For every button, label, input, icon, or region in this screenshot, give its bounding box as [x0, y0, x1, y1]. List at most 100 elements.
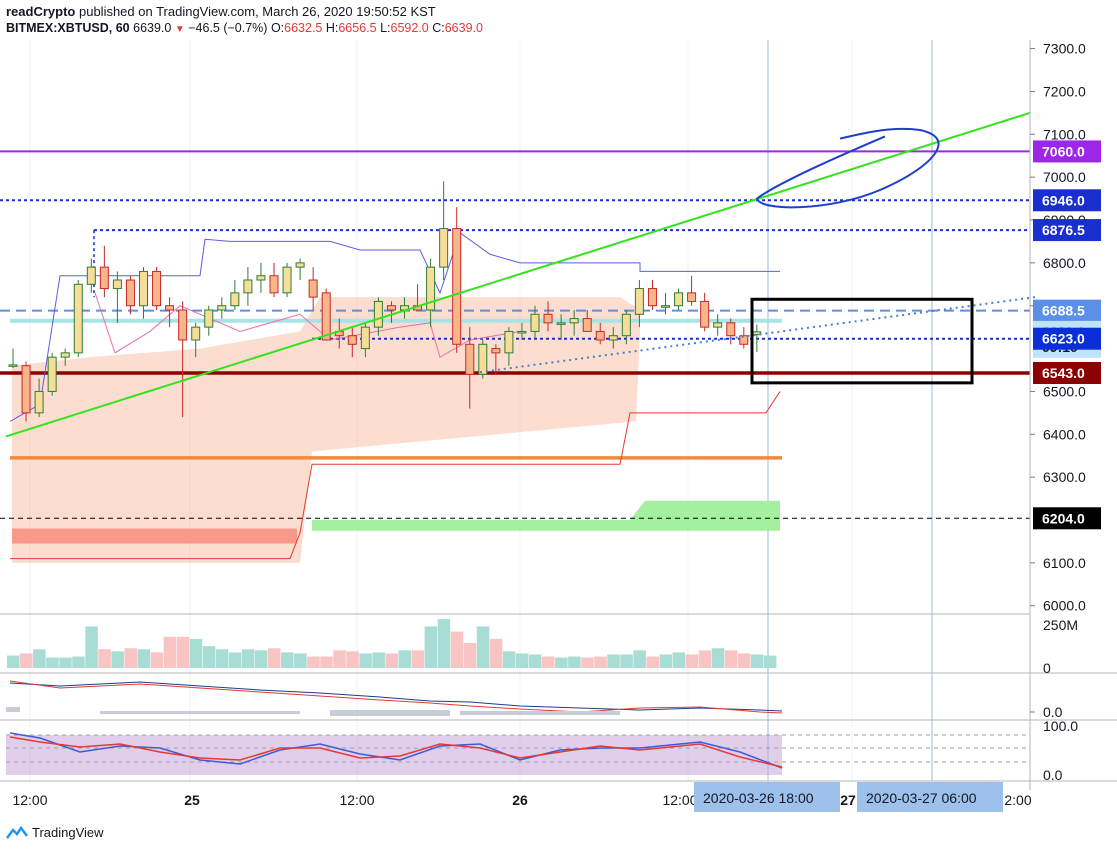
hand-drawn-ellipse: [755, 127, 940, 209]
price-label: 6688.5: [1042, 303, 1085, 319]
volume-bar: [320, 656, 333, 668]
volume-pane: 250M 0: [7, 617, 1078, 676]
y-tick-label: 6000.0: [1043, 598, 1086, 614]
volume-bar: [555, 657, 568, 668]
price-label-bg: [1033, 299, 1101, 322]
volume-bar: [529, 654, 542, 668]
down-arrow-icon: ▼: [174, 24, 185, 35]
candle-body: [139, 270, 148, 307]
volume-bar: [307, 656, 320, 668]
published-text: published on TradingView.com, March 26, …: [78, 4, 436, 19]
rsi-pane: 100.0 0.0: [6, 718, 1078, 783]
candle-body: [621, 313, 631, 337]
candle-body: [504, 330, 514, 354]
volume-bar: [620, 654, 633, 668]
x-tick-label: 25: [184, 792, 200, 808]
candle-body: [543, 313, 553, 324]
volume-bar: [398, 650, 411, 668]
macd-histogram: [460, 711, 620, 715]
price-label: 6946.0: [1042, 192, 1085, 208]
candle-body: [582, 318, 592, 332]
candle-body: [478, 343, 488, 375]
symbol-label[interactable]: BITMEX:XBTUSD, 60: [6, 21, 130, 35]
crosshair-time-label: 2020-03-26 18:00: [703, 790, 814, 806]
candle-body: [21, 365, 31, 414]
candle-body: [243, 279, 253, 294]
volume-bar: [137, 649, 150, 668]
high-label: H:: [325, 21, 339, 35]
candle-body: [439, 228, 449, 268]
price-label-bg: [1033, 507, 1101, 530]
volume-bar: [489, 638, 503, 668]
macd-line: [9, 681, 783, 712]
candle-body: [739, 335, 749, 345]
x-tick-label: 12:00: [662, 792, 697, 808]
volume-bar: [346, 651, 359, 668]
macd-zero-label: 0.0: [1043, 704, 1063, 720]
candle-body: [282, 266, 292, 294]
candle-body: [34, 390, 44, 414]
candle-body: [491, 348, 501, 354]
volume-bar: [411, 650, 425, 668]
rsi-lower-label: 0.0: [1043, 767, 1063, 783]
candle-body: [347, 335, 357, 345]
low-value: 6592.0: [390, 21, 429, 35]
volume-bar: [46, 657, 59, 668]
candle-body: [674, 292, 684, 307]
volume-bar: [711, 648, 725, 668]
volume-bar: [124, 648, 137, 668]
y-tick-label: 6400.0: [1043, 426, 1086, 442]
candle-body: [321, 292, 331, 341]
black-box-highlight: [750, 297, 974, 385]
macd-pane: 0.0: [6, 680, 1063, 720]
candle-body: [165, 305, 175, 311]
volume-bar: [202, 646, 216, 668]
candle-body: [360, 326, 370, 350]
volume-bar: [672, 652, 686, 668]
crosshair-time-bg: [694, 782, 840, 812]
candle-body: [60, 352, 70, 358]
volume-bar: [372, 652, 385, 668]
tradingview-logo-icon: [6, 825, 28, 839]
y-tick-label: 6100.0: [1043, 555, 1086, 571]
volume-bar: [594, 656, 607, 668]
candle-body: [634, 288, 644, 315]
volume-bar: [85, 626, 98, 668]
price-label: 6204.0: [1042, 510, 1085, 526]
signal-line: [9, 680, 783, 714]
tradingview-footer[interactable]: TradingView: [6, 825, 104, 840]
candle-body: [465, 343, 475, 375]
volume-bar: [463, 643, 477, 668]
volume-bar: [72, 656, 85, 668]
volume-bar: [542, 656, 555, 668]
volume-bar: [633, 650, 646, 668]
volume-bar: [215, 649, 229, 668]
candle-body: [726, 322, 736, 337]
volume-bar: [424, 626, 438, 668]
volume-bar: [568, 656, 581, 668]
volume-bar: [502, 651, 516, 668]
candle-body: [191, 326, 201, 341]
volume-bar: [254, 650, 268, 668]
price-label-bg: [1033, 327, 1101, 350]
candle-body: [217, 305, 227, 311]
candle-body: [530, 313, 540, 332]
volume-bar: [189, 638, 203, 668]
macd-histogram: [100, 711, 300, 714]
open-value: 6632.5: [284, 21, 323, 35]
volume-bar: [437, 619, 451, 668]
volume-bar: [150, 652, 164, 668]
volume-bar: [7, 655, 20, 668]
author-name[interactable]: readCrypto: [6, 4, 76, 19]
candle-body: [295, 262, 305, 268]
y-tick-label: 6500.0: [1043, 383, 1086, 399]
y-tick-label: 7000.0: [1043, 169, 1086, 185]
candle-body: [373, 300, 383, 328]
footer-brand: TradingView: [32, 825, 104, 840]
price-label-bg: [1033, 189, 1101, 212]
cloud-red-band: [12, 528, 297, 544]
volume-bar: [111, 651, 124, 668]
volume-bar: [59, 657, 72, 668]
volume-bar: [241, 649, 255, 668]
